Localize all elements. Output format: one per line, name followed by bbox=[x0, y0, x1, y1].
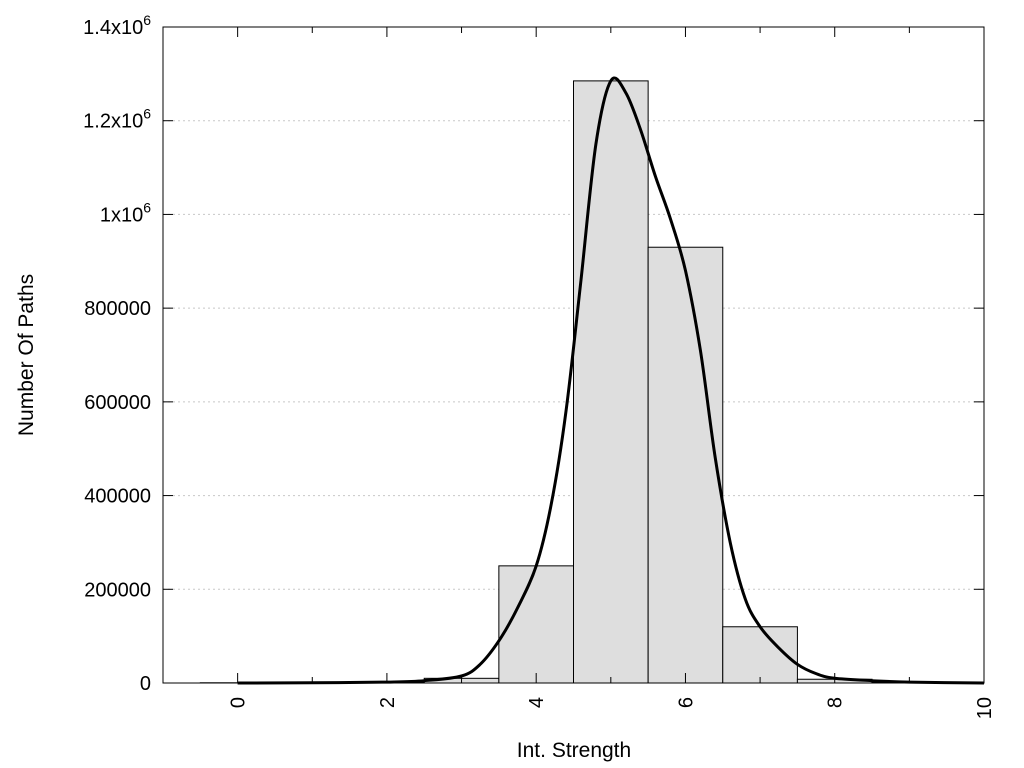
x-tick-label: 6 bbox=[675, 697, 697, 708]
histogram-bar bbox=[573, 80, 649, 684]
x-tick-label: 10 bbox=[974, 697, 996, 719]
x-tick-label: 8 bbox=[825, 697, 847, 708]
y-tick-label: 600000 bbox=[84, 392, 151, 414]
y-tick-label: 1.2x106 bbox=[83, 106, 151, 133]
y-tick-label: 800000 bbox=[84, 298, 151, 320]
plot-frame bbox=[162, 26, 985, 684]
y-tick-label: 200000 bbox=[84, 579, 151, 601]
fit-curve bbox=[237, 76, 985, 685]
y-tick-label: 400000 bbox=[84, 486, 151, 508]
y-tick-label: 1x106 bbox=[100, 199, 151, 226]
x-axis-title: Int. Strength bbox=[517, 739, 631, 762]
y-axis-title: Number Of Paths bbox=[15, 274, 38, 436]
ticks: 0 2 4 6 8 10 0 200000 400000 600000 800000 1x106 1.2… bbox=[83, 12, 996, 719]
histogram-bar bbox=[647, 246, 724, 684]
y-tick-label: 1.4x106 bbox=[83, 12, 151, 39]
x-tick-label: 0 bbox=[228, 697, 250, 708]
fit-curve-layer bbox=[237, 76, 985, 685]
x-tick-label: 2 bbox=[377, 697, 399, 708]
histogram-bar bbox=[498, 565, 575, 684]
y-tick-label: 0 bbox=[140, 673, 151, 695]
bars bbox=[199, 80, 948, 684]
x-tick-label: 4 bbox=[526, 697, 548, 708]
